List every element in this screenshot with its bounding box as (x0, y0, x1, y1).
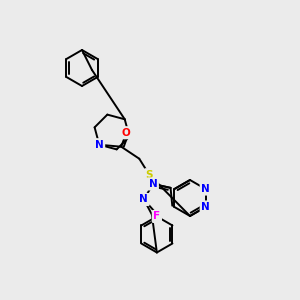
Text: N: N (140, 194, 148, 205)
Text: N: N (148, 179, 158, 189)
Text: O: O (122, 128, 130, 138)
Text: N: N (201, 184, 210, 194)
Text: F: F (153, 212, 161, 221)
Text: N: N (201, 202, 210, 212)
Text: S: S (146, 170, 153, 180)
Text: N: N (95, 140, 103, 150)
